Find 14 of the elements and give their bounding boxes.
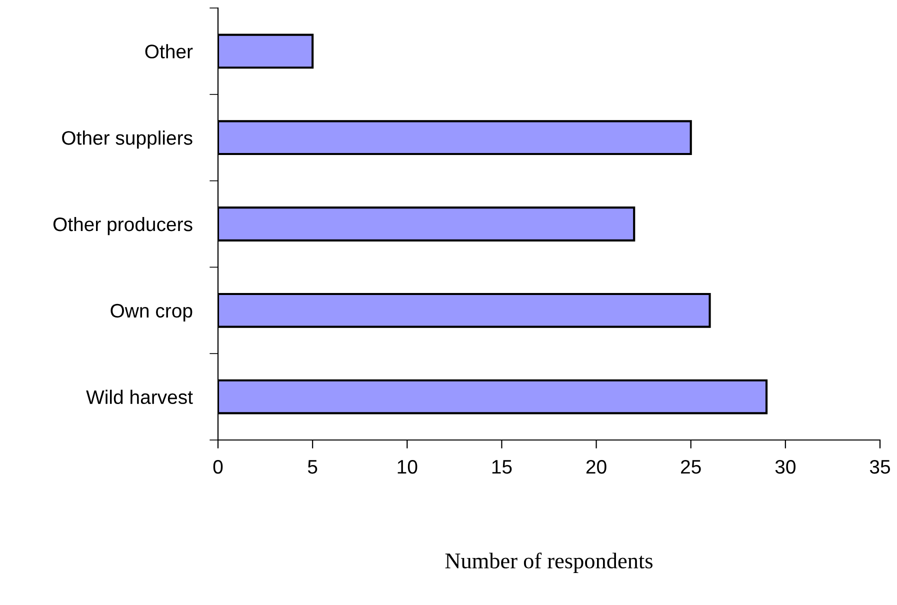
x-tick-label: 20 bbox=[586, 460, 606, 474]
x-tick-label: 5 bbox=[308, 460, 318, 474]
x-tick-label: 25 bbox=[681, 460, 701, 474]
x-tick-label: 35 bbox=[870, 460, 890, 474]
y-tick-label: Own crop bbox=[110, 304, 192, 322]
y-tick-label: Wild harvest bbox=[86, 390, 193, 404]
x-tick-label: 0 bbox=[213, 460, 223, 474]
y-tick-label: Other bbox=[145, 44, 193, 58]
y-tick-label: Other producers bbox=[53, 216, 192, 236]
x-axis-title: Number of respondents bbox=[445, 552, 652, 573]
y-tick-label: Other suppliers bbox=[62, 130, 192, 149]
x-tick-label: 30 bbox=[775, 460, 796, 474]
x-tick-label: 10 bbox=[398, 460, 418, 474]
x-tick-label: 15 bbox=[492, 460, 512, 474]
